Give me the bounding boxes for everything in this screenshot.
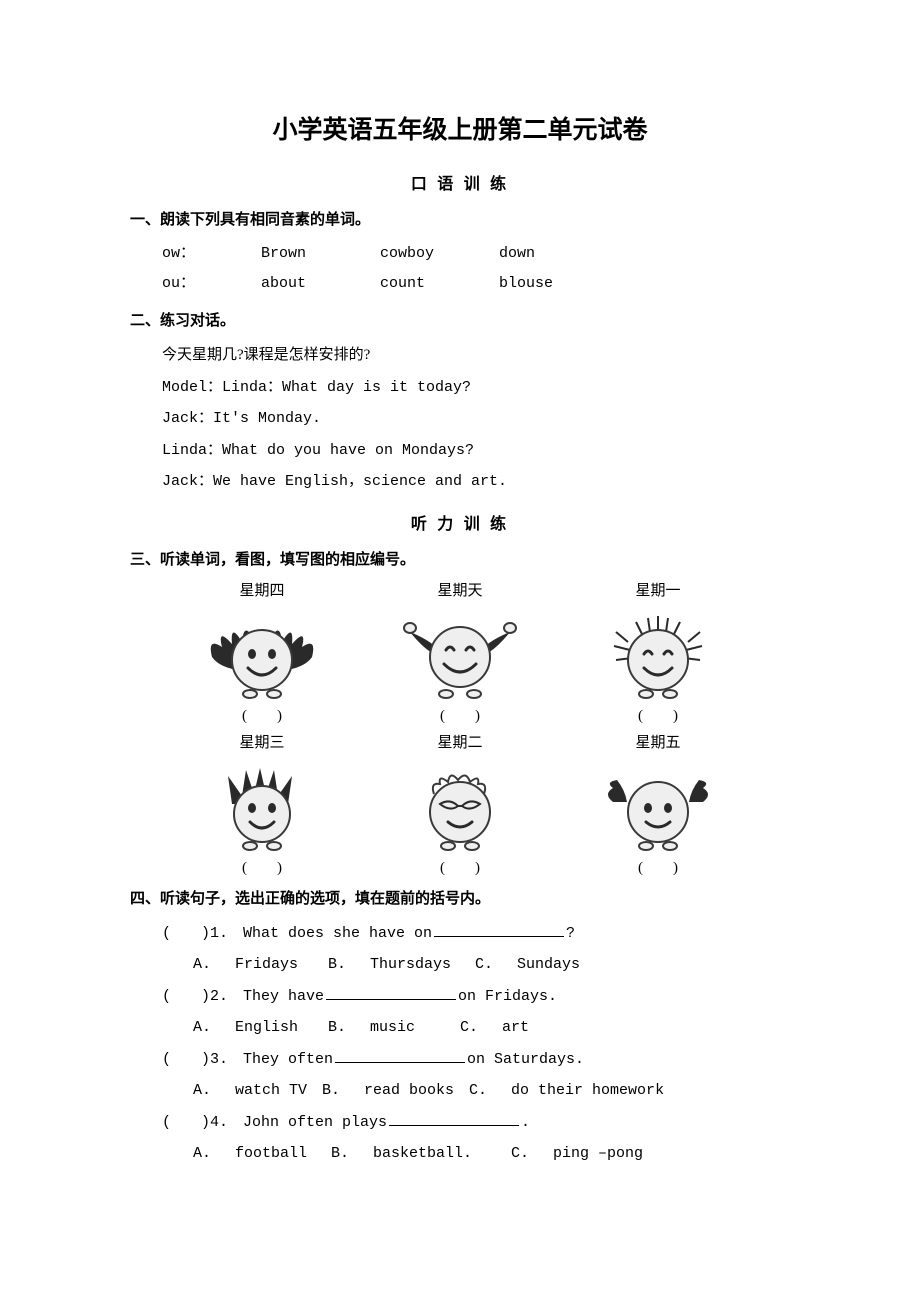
stem-post: on Saturdays. bbox=[467, 1051, 584, 1068]
answer-blank[interactable]: ( ) bbox=[370, 856, 550, 877]
weekday-label: 星期天 bbox=[370, 579, 550, 600]
phonics-row-ow: ow： Brown cowboy down bbox=[162, 239, 790, 269]
section-2-heading: 二、练习对话。 bbox=[130, 309, 790, 330]
answer-blank[interactable]: ( ) bbox=[172, 704, 352, 725]
weekday-label: 星期四 bbox=[172, 579, 352, 600]
face-cell-tuesday: 星期二 ( ) bbox=[370, 731, 550, 877]
face-icon-jumping bbox=[390, 602, 530, 702]
answer-blank[interactable]: ( ) bbox=[172, 856, 352, 877]
dialogue-line: Jack：It's Monday. bbox=[162, 403, 790, 435]
face-icon-hair bbox=[202, 602, 322, 702]
answer-blank[interactable]: ( ) bbox=[568, 856, 748, 877]
section-subtitle-listening: 听 力 训 练 bbox=[130, 510, 790, 534]
question-2-options: A. English B. music C. art bbox=[178, 1012, 790, 1044]
fill-blank[interactable] bbox=[335, 1048, 465, 1063]
stem-post: . bbox=[521, 1114, 530, 1131]
phonics-word: blouse bbox=[499, 269, 609, 299]
phonics-label: ow： bbox=[162, 239, 252, 269]
phonics-row-ou: ou： about count blouse bbox=[162, 269, 790, 299]
stem-post: ? bbox=[566, 925, 575, 942]
question-4-stem: ( )4. John often plays. bbox=[162, 1107, 790, 1139]
stem-pre: ( )1. What does she have on bbox=[162, 925, 432, 942]
face-icon-pigtails bbox=[593, 754, 723, 854]
face-cell-sunday: 星期天 ( ) bbox=[370, 579, 550, 725]
stem-post: on Fridays. bbox=[458, 988, 557, 1005]
worksheet-page: 小学英语五年级上册第二单元试卷 口 语 训 练 一、朗读下列具有相同音素的单词。… bbox=[0, 0, 920, 1302]
question-3-options: A. watch TV B. read books C. do their ho… bbox=[178, 1075, 790, 1107]
question-4-options: A. football B. basketball. C. ping –pong bbox=[178, 1138, 790, 1170]
stem-pre: ( )2. They have bbox=[162, 988, 324, 1005]
face-cell-monday: 星期一 ( ) bbox=[568, 579, 748, 725]
face-icon-glasses bbox=[400, 754, 520, 854]
section-subtitle-oral: 口 语 训 练 bbox=[130, 170, 790, 194]
phonics-word: cowboy bbox=[380, 239, 490, 269]
face-cell-friday: 星期五 ( ) bbox=[568, 731, 748, 877]
phonics-word: about bbox=[261, 269, 371, 299]
question-1-options: A. Fridays B. Thursdays C. Sundays bbox=[178, 949, 790, 981]
face-icon-spiky bbox=[202, 754, 322, 854]
section-1-heading: 一、朗读下列具有相同音素的单词。 bbox=[130, 208, 790, 229]
answer-blank[interactable]: ( ) bbox=[568, 704, 748, 725]
weekday-label: 星期三 bbox=[172, 731, 352, 752]
weekday-label: 星期二 bbox=[370, 731, 550, 752]
answer-blank[interactable]: ( ) bbox=[370, 704, 550, 725]
dialogue-prompt-cn: 今天星期几?课程是怎样安排的? bbox=[162, 340, 790, 372]
dialogue-line: Linda：What do you have on Mondays? bbox=[162, 435, 790, 467]
page-title: 小学英语五年级上册第二单元试卷 bbox=[130, 110, 790, 146]
phonics-word: Brown bbox=[261, 239, 371, 269]
fill-blank[interactable] bbox=[389, 1111, 519, 1126]
phonics-word: count bbox=[380, 269, 490, 299]
weekday-faces-grid: 星期四 ( ) 星期天 bbox=[130, 579, 790, 877]
question-3-stem: ( )3. They often on Saturdays. bbox=[162, 1044, 790, 1076]
fill-blank[interactable] bbox=[326, 985, 456, 1000]
stem-pre: ( )3. They often bbox=[162, 1051, 333, 1068]
face-cell-wednesday: 星期三 ( ) bbox=[172, 731, 352, 877]
face-icon-lashes bbox=[598, 602, 718, 702]
question-1-stem: ( )1. What does she have on? bbox=[162, 918, 790, 950]
phonics-word: down bbox=[499, 239, 609, 269]
section-3-heading: 三、听读单词，看图，填写图的相应编号。 bbox=[130, 548, 790, 569]
stem-pre: ( )4. John often plays bbox=[162, 1114, 387, 1131]
section-4-heading: 四、听读句子，选出正确的选项，填在题前的括号内。 bbox=[130, 887, 790, 908]
dialogue-line: Model：Linda：What day is it today? bbox=[162, 372, 790, 404]
phonics-label: ou： bbox=[162, 269, 252, 299]
dialogue-line: Jack：We have English，science and art. bbox=[162, 466, 790, 498]
weekday-label: 星期一 bbox=[568, 579, 748, 600]
question-2-stem: ( )2. They have on Fridays. bbox=[162, 981, 790, 1013]
weekday-label: 星期五 bbox=[568, 731, 748, 752]
face-cell-thursday: 星期四 ( ) bbox=[172, 579, 352, 725]
fill-blank[interactable] bbox=[434, 922, 564, 937]
